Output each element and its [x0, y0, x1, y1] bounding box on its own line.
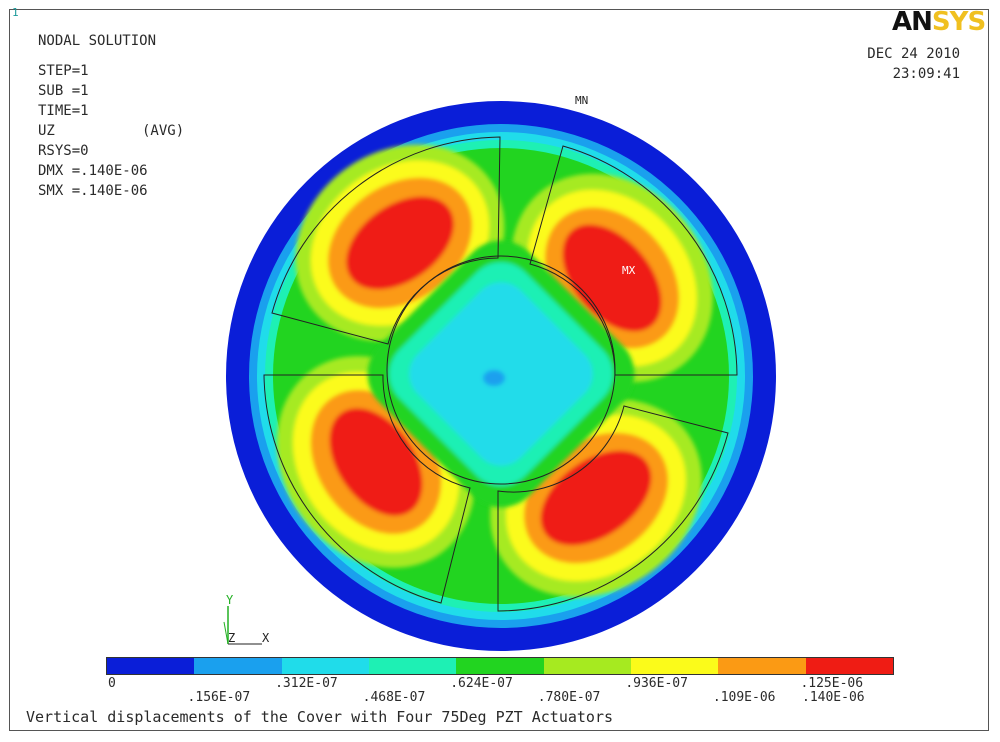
legend-label: .624E-07 — [450, 676, 513, 691]
triad-z-label: Z — [228, 631, 235, 645]
legend-color-cell — [456, 658, 544, 674]
smx-label: SMX =.140E-06 — [38, 183, 148, 199]
triad-y-label: Y — [226, 593, 234, 607]
legend-label: .936E-07 — [625, 676, 688, 691]
date-label: DEC 24 2010 — [867, 46, 960, 62]
pzt-actuator-outlines — [263, 136, 738, 612]
time-label-clock: 23:09:41 — [892, 66, 960, 82]
legend-label: .125E-06 — [800, 676, 864, 691]
plot-caption: Vertical displacements of the Cover with… — [26, 708, 613, 726]
timestamp: DEC 24 2010 23:09:41 — [867, 44, 960, 84]
legend-color-cell — [194, 658, 282, 674]
time-label: TIME=1 — [38, 103, 89, 119]
min-marker: MN — [575, 94, 588, 107]
coordinate-triad: Y Z X — [223, 593, 270, 645]
sub-label: SUB =1 — [38, 83, 89, 99]
legend-color-cell — [368, 658, 457, 674]
legend-label: .468E-07 — [362, 690, 426, 705]
legend-label: .140E-06 — [802, 690, 865, 705]
legend-color-cell — [281, 658, 369, 674]
dmx-label: DMX =.140E-06 — [38, 163, 148, 179]
color-legend-bar — [106, 657, 894, 675]
legend-label: .156E-07 — [187, 690, 251, 705]
max-marker: MX — [622, 264, 636, 277]
triad-x-label: X — [262, 631, 270, 645]
avg-label: (AVG) — [142, 123, 185, 139]
legend-label: .780E-07 — [537, 690, 601, 705]
ansys-logo: ANSYS — [892, 7, 986, 37]
legend-color-cell — [543, 658, 631, 674]
uz-label: UZ — [38, 123, 55, 139]
contour-field — [227, 102, 775, 650]
legend-label: .109E-06 — [712, 690, 776, 705]
legend-color-cell — [805, 658, 893, 674]
legend-color-cell — [107, 658, 195, 674]
solution-title: NODAL SOLUTION — [38, 33, 157, 49]
legend-label: .312E-07 — [275, 676, 338, 691]
disc-outline — [226, 101, 776, 651]
plot-border — [9, 9, 989, 731]
legend-color-cell — [718, 658, 806, 674]
window-number: 1 — [12, 6, 19, 19]
legend-color-cell — [630, 658, 719, 674]
legend-label: 0 — [108, 676, 116, 691]
rsys-label: RSYS=0 — [38, 143, 89, 159]
step-label: STEP=1 — [38, 63, 89, 79]
